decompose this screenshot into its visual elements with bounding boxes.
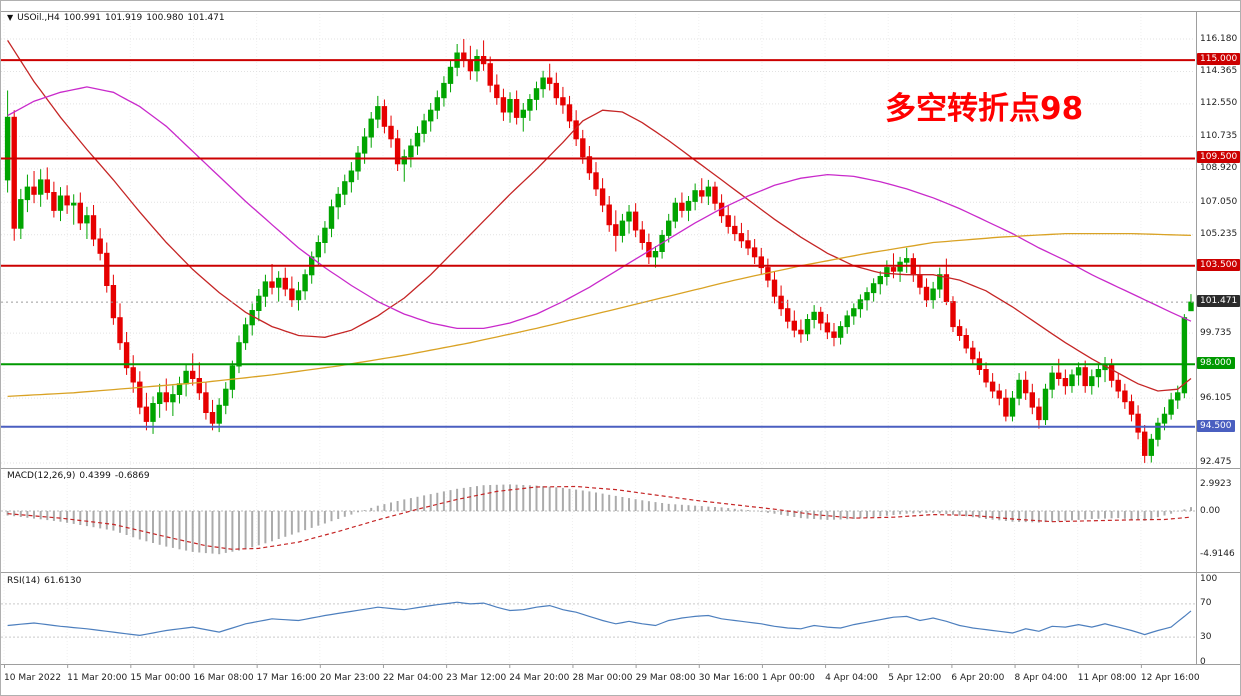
rsi-line [7,601,1192,637]
ohlc-high: 101.919 [104,13,143,23]
time-tick-label: 24 Mar 20:00 [509,673,570,683]
time-tick-label: 28 Mar 00:00 [572,673,633,683]
time-tick-label: 30 Mar 16:00 [698,673,759,683]
current-price-label: 101.471 [1197,295,1240,308]
price-tick-label: 116.180 [1200,33,1238,44]
ma-magenta-line [7,86,1192,330]
macd-pane [1,484,1195,555]
time-tick-label: 15 Mar 00:00 [130,673,191,683]
rsi-value: 61.6130 [44,576,82,586]
symbol-name: USOil.,H4 [17,13,60,23]
rsi-pane [1,601,1195,638]
rsi-axis-label: 70 [1200,598,1212,609]
price-tick-label: 92.475 [1200,457,1232,468]
macd-signal-value: -0.6869 [114,471,150,481]
macd-axis-label: -4.9146 [1200,549,1235,560]
time-tick-label: 6 Apr 20:00 [951,673,1005,683]
macd-axis-label: 2.9923 [1200,478,1232,489]
time-tick-label: 1 Apr 00:00 [761,673,815,683]
price-level-label: 109.500 [1197,151,1240,164]
ma-red-line [7,40,1192,392]
ma-orange-line [7,232,1192,398]
rsi-name: RSI(14) [7,576,41,586]
price-axis[interactable]: 116.180 114.365 112.550 110.735 108.920 107.0… [1197,1,1240,667]
ohlc-open: 100.991 [63,13,101,23]
macd-name: MACD(12,26,9) [7,471,76,481]
time-tick-label: 10 Mar 2022 [4,673,62,683]
ohlc-low: 100.980 [146,13,184,23]
time-tick-label: 29 Mar 08:00 [635,673,696,683]
rsi-axis-label: 30 [1200,631,1212,642]
price-level-label: 98.000 [1197,357,1235,370]
rsi-indicator-label: RSI(14) 61.6130 [7,576,85,586]
time-tick-label: 16 Mar 08:00 [193,673,254,683]
rsi-axis-label: 0 [1200,656,1206,667]
macd-main-value: 0.4399 [79,471,111,481]
macd-signal-line [7,485,1192,550]
time-tick-label: 17 Mar 16:00 [256,673,317,683]
time-tick-label: 11 Mar 20:00 [67,673,128,683]
ohlc-close: 101.471 [187,13,225,23]
price-tick-label: 108.920 [1200,163,1238,174]
price-level-label: 94.500 [1197,419,1235,432]
price-tick-label: 114.365 [1200,65,1238,76]
price-tick-label: 96.105 [1200,392,1232,403]
time-tick-label: 8 Apr 04:00 [1014,673,1068,683]
time-axis[interactable]: 10 Mar 2022 11 Mar 20:00 15 Mar 00:00 16 Ma… [1,665,1240,695]
macd-indicator-label: MACD(12,26,9) 0.4399 -0.6869 [7,471,154,481]
price-level-label: 103.500 [1197,258,1240,271]
price-tick-label: 110.735 [1200,130,1238,141]
rsi-axis-label: 100 [1200,573,1218,584]
time-tick-label: 20 Mar 23:00 [319,673,380,683]
text-annotation[interactable]: 多空转折点98 [885,91,1084,127]
time-tick-label: 22 Mar 04:00 [382,673,444,683]
time-tick-label: 4 Apr 04:00 [825,673,879,683]
price-tick-label: 112.550 [1200,98,1238,109]
price-tick-label: 105.235 [1200,229,1238,240]
time-tick-label: 11 Apr 08:00 [1077,673,1137,683]
symbol-info: ▼ USOil.,H4 100.991 101.919 100.980 101.471 [7,13,229,23]
price-tick-label: 107.050 [1200,196,1238,207]
time-tick-label: 5 Apr 12:00 [888,673,942,683]
time-tick-label: 23 Mar 12:00 [446,673,507,683]
price-level-label: 115.000 [1197,53,1240,66]
time-tick-label: 12 Apr 16:00 [1140,673,1200,683]
chevron-down-icon[interactable]: ▼ [7,13,14,22]
macd-axis-label: 0.00 [1200,505,1221,516]
pane-borders [1,11,1240,668]
price-tick-label: 99.735 [1200,327,1232,338]
